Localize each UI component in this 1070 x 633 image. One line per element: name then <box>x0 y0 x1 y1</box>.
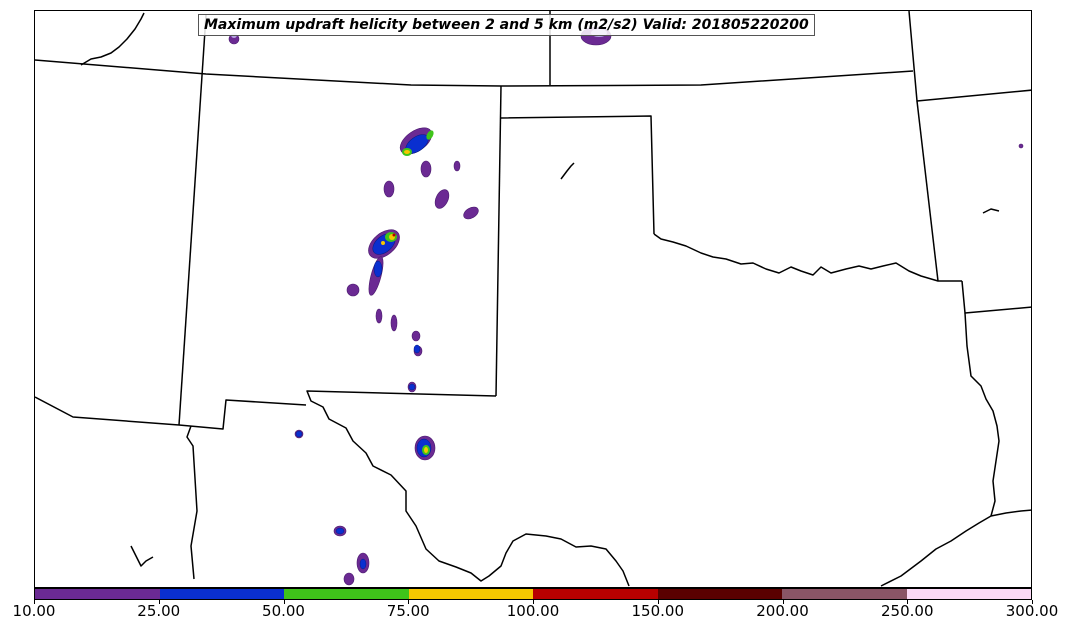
map-canvas <box>35 11 1031 587</box>
state-boundary-ark <box>961 280 1031 314</box>
colorbar-segment <box>906 589 1031 599</box>
colorbar-tick-label: 300.00 <box>1005 602 1059 620</box>
colorbar-tick-label: 250.00 <box>881 602 934 620</box>
state-boundary-north <box>35 59 914 87</box>
map-frame <box>34 10 1032 588</box>
sabine-river <box>964 312 1000 517</box>
colorbar-segment <box>657 589 782 599</box>
colorbar-segment <box>408 589 533 599</box>
uh-contours <box>228 26 1024 586</box>
map-title: Maximum updraft helicity between 2 and 5… <box>198 14 815 36</box>
state-boundary-ne <box>908 11 1031 102</box>
colorbar-segment <box>159 589 284 599</box>
colorbar-segment <box>35 589 160 599</box>
colorbar-tick <box>408 600 409 604</box>
texas-border <box>306 390 630 587</box>
colorbar <box>34 588 1032 600</box>
colorbar-tick <box>658 600 659 604</box>
gulf-coast <box>880 509 1031 587</box>
colorbar-tick <box>159 600 160 604</box>
colorbar-tick <box>783 600 784 604</box>
state-boundary-az-ca <box>186 425 198 580</box>
colorbar-tick <box>533 600 534 604</box>
colorbar-tick-label: 150.00 <box>631 602 685 620</box>
state-boundary-east-ok <box>916 100 939 282</box>
colorbar-tick-label: 10.00 <box>12 602 56 620</box>
colorbar-tick-label: 200.00 <box>756 602 809 620</box>
lake-2 <box>982 208 1000 214</box>
colorbar-ticks: 10.00 25.00 50.00 75.00 100.00 150.00 200.00 25… <box>0 600 1070 630</box>
colorbar-tick-label: 25.00 <box>137 602 181 620</box>
colorbar-tick <box>284 600 285 604</box>
state-boundary-az-mx <box>35 396 307 430</box>
colorbar-segment <box>284 589 409 599</box>
red-river <box>653 233 962 282</box>
colorbar-tick-label: 100.00 <box>506 602 560 620</box>
colorbar-tick <box>907 600 908 604</box>
state-boundary-nm-east <box>495 85 502 397</box>
colorbar-tick <box>34 600 35 604</box>
lake-1 <box>560 162 575 180</box>
state-boundary-nm-west <box>178 14 207 426</box>
colorbar-segment <box>533 589 658 599</box>
colorbar-tick-label: 75.00 <box>386 602 430 620</box>
colorbar-segment <box>782 589 907 599</box>
colorbar-tick <box>1032 600 1033 604</box>
state-boundary-ok-north <box>500 115 655 235</box>
lake-3 <box>130 545 154 567</box>
coastline-nw <box>80 12 145 66</box>
colorbar-tick-label: 50.00 <box>262 602 305 620</box>
